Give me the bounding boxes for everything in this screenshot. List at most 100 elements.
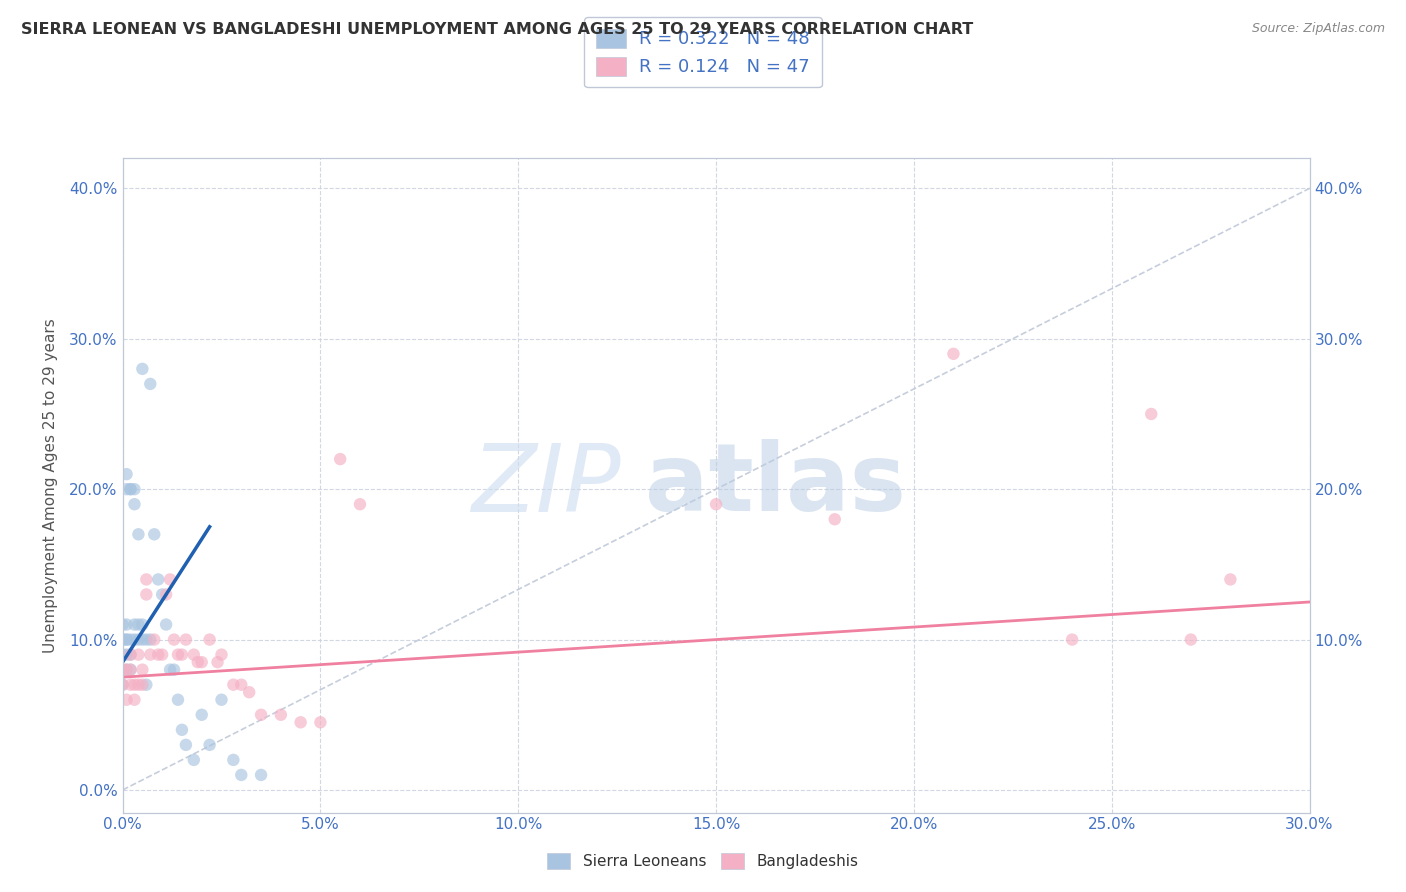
Y-axis label: Unemployment Among Ages 25 to 29 years: Unemployment Among Ages 25 to 29 years bbox=[44, 318, 58, 653]
Point bbox=[170, 648, 193, 662]
Point bbox=[150, 648, 173, 662]
Point bbox=[139, 632, 162, 647]
Point bbox=[111, 678, 134, 692]
Text: ZIP: ZIP bbox=[471, 440, 621, 531]
Point bbox=[115, 648, 138, 662]
Point bbox=[111, 617, 134, 632]
Point bbox=[198, 632, 221, 647]
Point bbox=[190, 655, 212, 669]
Point bbox=[115, 632, 138, 647]
Point bbox=[250, 768, 273, 782]
Point bbox=[704, 497, 727, 511]
Point bbox=[167, 648, 190, 662]
Point bbox=[135, 587, 157, 601]
Point bbox=[120, 482, 142, 496]
Point bbox=[942, 347, 965, 361]
Point bbox=[115, 663, 138, 677]
Point bbox=[222, 753, 245, 767]
Point bbox=[329, 452, 352, 467]
Point bbox=[131, 678, 153, 692]
Point bbox=[131, 663, 153, 677]
Text: SIERRA LEONEAN VS BANGLADESHI UNEMPLOYMENT AMONG AGES 25 TO 29 YEARS CORRELATION: SIERRA LEONEAN VS BANGLADESHI UNEMPLOYME… bbox=[21, 22, 973, 37]
Point bbox=[1180, 632, 1202, 647]
Point bbox=[120, 632, 142, 647]
Point bbox=[143, 632, 166, 647]
Point bbox=[163, 663, 186, 677]
Point bbox=[143, 527, 166, 541]
Point bbox=[131, 632, 153, 647]
Point bbox=[211, 648, 233, 662]
Point bbox=[120, 648, 142, 662]
Legend: Sierra Leoneans, Bangladeshis: Sierra Leoneans, Bangladeshis bbox=[541, 847, 865, 875]
Point bbox=[174, 738, 197, 752]
Point bbox=[120, 482, 142, 496]
Point bbox=[127, 678, 149, 692]
Point bbox=[124, 617, 146, 632]
Point bbox=[183, 648, 205, 662]
Point bbox=[115, 617, 138, 632]
Point bbox=[207, 655, 229, 669]
Point bbox=[111, 663, 134, 677]
Point bbox=[167, 692, 190, 706]
Text: Source: ZipAtlas.com: Source: ZipAtlas.com bbox=[1251, 22, 1385, 36]
Point bbox=[148, 648, 170, 662]
Point bbox=[111, 663, 134, 677]
Point bbox=[349, 497, 371, 511]
Legend: R = 0.322   N = 48, R = 0.124   N = 47: R = 0.322 N = 48, R = 0.124 N = 47 bbox=[585, 17, 821, 87]
Point bbox=[120, 678, 142, 692]
Point bbox=[155, 587, 177, 601]
Point bbox=[124, 632, 146, 647]
Point bbox=[159, 663, 181, 677]
Point bbox=[115, 467, 138, 482]
Point bbox=[115, 482, 138, 496]
Point bbox=[115, 663, 138, 677]
Point bbox=[163, 632, 186, 647]
Point bbox=[139, 376, 162, 391]
Point bbox=[124, 497, 146, 511]
Point bbox=[150, 587, 173, 601]
Point bbox=[198, 738, 221, 752]
Point bbox=[135, 678, 157, 692]
Point bbox=[231, 678, 253, 692]
Point bbox=[127, 527, 149, 541]
Point bbox=[127, 617, 149, 632]
Point bbox=[124, 678, 146, 692]
Point bbox=[187, 655, 209, 669]
Point bbox=[127, 632, 149, 647]
Point bbox=[174, 632, 197, 647]
Point bbox=[231, 768, 253, 782]
Point bbox=[222, 678, 245, 692]
Point bbox=[124, 482, 146, 496]
Point bbox=[139, 648, 162, 662]
Point bbox=[183, 753, 205, 767]
Point bbox=[309, 715, 332, 730]
Point bbox=[120, 663, 142, 677]
Point bbox=[131, 617, 153, 632]
Point bbox=[238, 685, 260, 699]
Point bbox=[120, 648, 142, 662]
Point bbox=[290, 715, 312, 730]
Point bbox=[170, 723, 193, 737]
Text: atlas: atlas bbox=[645, 440, 905, 532]
Point bbox=[211, 692, 233, 706]
Point bbox=[111, 648, 134, 662]
Point bbox=[111, 678, 134, 692]
Point bbox=[155, 617, 177, 632]
Point bbox=[135, 632, 157, 647]
Point bbox=[135, 573, 157, 587]
Point bbox=[1062, 632, 1084, 647]
Point bbox=[190, 707, 212, 722]
Point bbox=[131, 362, 153, 376]
Point bbox=[270, 707, 292, 722]
Point bbox=[824, 512, 846, 526]
Point bbox=[115, 692, 138, 706]
Point bbox=[250, 707, 273, 722]
Point bbox=[124, 692, 146, 706]
Point bbox=[115, 632, 138, 647]
Point bbox=[1140, 407, 1163, 421]
Point bbox=[111, 632, 134, 647]
Point bbox=[1219, 573, 1241, 587]
Point bbox=[148, 573, 170, 587]
Point bbox=[111, 632, 134, 647]
Point bbox=[120, 663, 142, 677]
